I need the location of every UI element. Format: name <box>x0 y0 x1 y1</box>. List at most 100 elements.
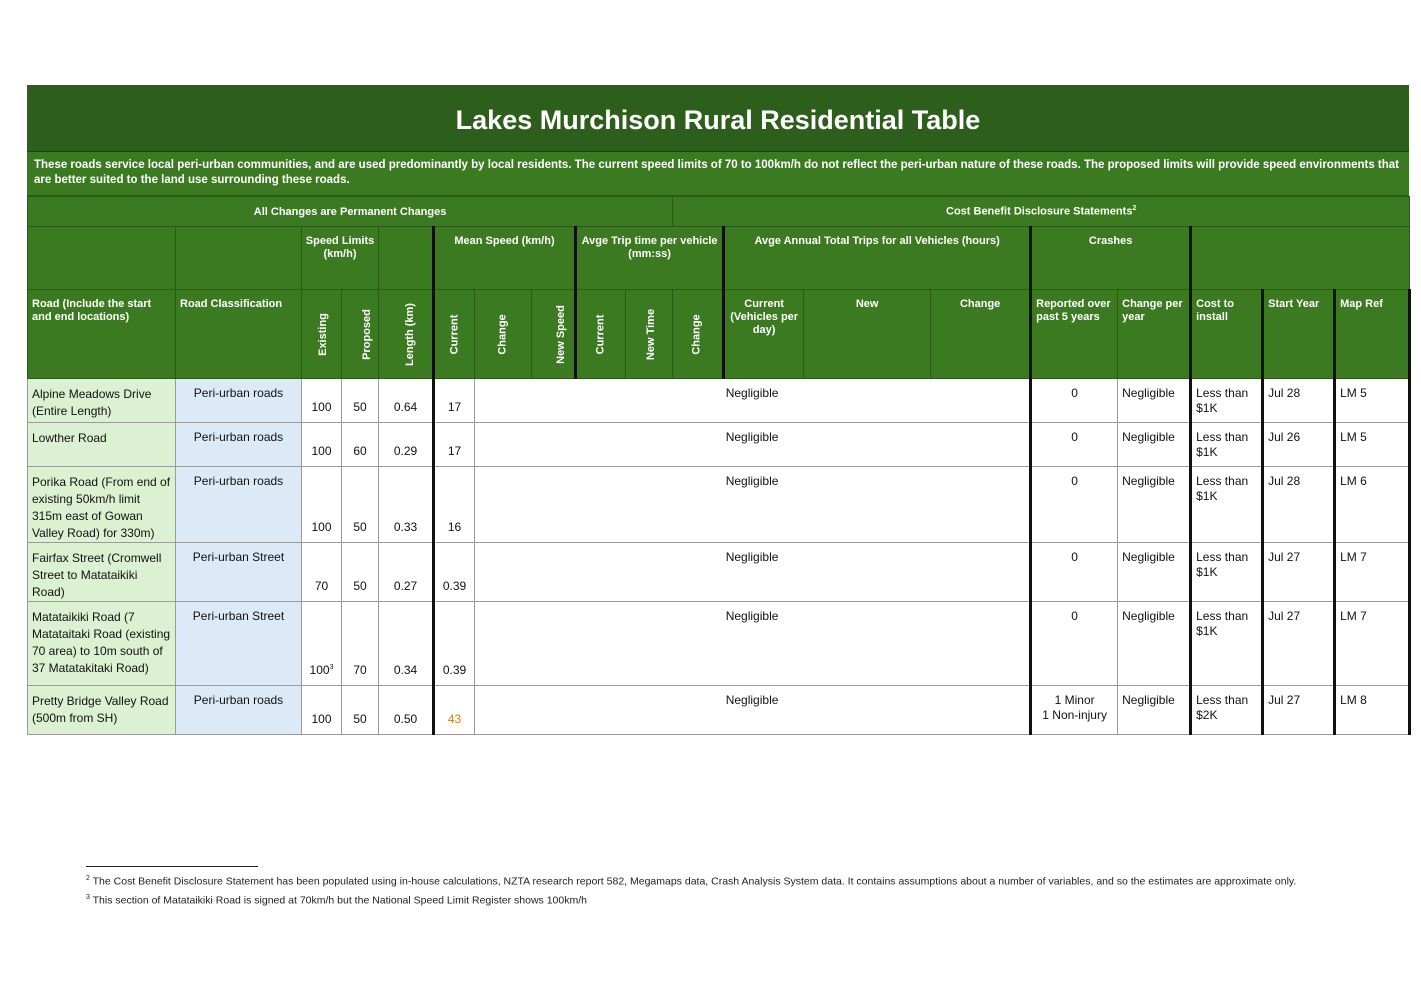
mean-speed-current-cell: 0.39 <box>432 542 475 602</box>
footnotes: 2 The Cost Benefit Disclosure Statement … <box>86 866 1326 908</box>
road-name-cell: Pretty Bridge Valley Road (500m from SH) <box>27 685 176 735</box>
col-annual-current: Current (Vehicles per day) <box>722 289 805 379</box>
col-classification: Road Classification <box>175 289 302 379</box>
cost-to-install-cell: Less than $1K <box>1189 601 1264 686</box>
col-trip-change: Change <box>672 289 725 379</box>
speed-limit-table-sheet: Lakes Murchison Rural Residential Table … <box>26 85 1412 735</box>
crashes-reported-cell: 0 <box>1029 422 1119 467</box>
cost-group-blank <box>1189 226 1411 290</box>
mean-speed-current-cell: 17 <box>432 422 475 467</box>
existing-limit-cell: 70 <box>301 542 342 602</box>
table-body: Alpine Meadows Drive (Entire Length) Peri… <box>27 378 1412 735</box>
cost-benefit-cell: Negligible <box>473 466 1032 543</box>
map-ref-cell: LM 8 <box>1333 685 1412 735</box>
road-classification-cell: Peri-urban roads <box>175 685 302 735</box>
crashes-reported-cell: 1 Minor 1 Non-injury <box>1029 685 1119 735</box>
table-row: Alpine Meadows Drive (Entire Length) Peri… <box>27 378 1412 423</box>
map-ref-cell: LM 7 <box>1333 542 1412 602</box>
mean-speed-current-cell: 16 <box>432 466 475 543</box>
crash-change-cell: Negligible <box>1117 466 1192 543</box>
crashes-reported-cell: 0 <box>1029 466 1119 543</box>
road-name-cell: Matataikiki Road (7 Matataitaki Road (ex… <box>27 601 176 686</box>
existing-limit-cell: 100 <box>301 422 342 467</box>
table-row: Fairfax Street (Cromwell Street to Matat… <box>27 542 1412 602</box>
table-row: Porika Road (From end of existing 50km/h… <box>27 466 1412 543</box>
existing-limit-cell: 100 <box>301 378 342 423</box>
existing-limit-cell: 100 <box>301 466 342 543</box>
existing-limit-cell: 1003 <box>301 601 342 686</box>
cost-to-install-cell: Less than $1K <box>1189 422 1264 467</box>
road-name-cell: Alpine Meadows Drive (Entire Length) <box>27 378 176 423</box>
col-length: Length (km) <box>378 289 434 379</box>
mean-speed-current-cell: 43 <box>432 685 475 735</box>
annual-trips-group: Avge Annual Total Trips for all Vehicles… <box>722 226 1032 290</box>
cost-to-install-cell: Less than $1K <box>1189 378 1264 423</box>
start-year-cell: Jul 27 <box>1261 601 1336 686</box>
road-name-cell: Porika Road (From end of existing 50km/h… <box>27 466 176 543</box>
start-year-cell: Jul 28 <box>1261 466 1336 543</box>
intro-text: These roads service local peri-urban com… <box>27 152 1409 196</box>
road-classification-cell: Peri-urban Street <box>175 542 302 602</box>
col-mean-current: Current <box>432 289 475 379</box>
col-annual-new: New <box>803 289 932 379</box>
cost-to-install-cell: Less than $1K <box>1189 466 1264 543</box>
cost-benefit-cell: Negligible <box>473 378 1032 423</box>
crash-change-cell: Negligible <box>1117 685 1192 735</box>
col-proposed: Proposed <box>341 289 379 379</box>
mean-speed-current-cell: 0.39 <box>432 601 475 686</box>
speed-limits-group: Speed Limits (km/h) <box>301 226 379 290</box>
start-year-cell: Jul 28 <box>1261 378 1336 423</box>
crash-change-cell: Negligible <box>1117 422 1192 467</box>
crashes-group: Crashes <box>1029 226 1192 290</box>
cost-benefit-cell: Negligible <box>473 542 1032 602</box>
crash-change-cell: Negligible <box>1117 542 1192 602</box>
col-map-ref: Map Ref <box>1333 289 1412 379</box>
length-cell: 0.29 <box>378 422 434 467</box>
cost-benefit-cell: Negligible <box>473 601 1032 686</box>
map-ref-cell: LM 6 <box>1333 466 1412 543</box>
table-row: Matataikiki Road (7 Matataitaki Road (ex… <box>27 601 1412 686</box>
start-year-cell: Jul 26 <box>1261 422 1336 467</box>
mean-speed-group: Mean Speed (km/h) <box>432 226 576 290</box>
speed-limit-table: All Changes are Permanent Changes Cost B… <box>26 196 1412 735</box>
footnote-3: 3 This section of Matataikiki Road is si… <box>86 893 587 907</box>
crashes-reported-cell: 0 <box>1029 601 1119 686</box>
length-cell: 0.33 <box>378 466 434 543</box>
crashes-reported-cell: 0 <box>1029 378 1119 423</box>
col-cost: Cost to install <box>1189 289 1264 379</box>
start-year-cell: Jul 27 <box>1261 685 1336 735</box>
permanent-changes-header: All Changes are Permanent Changes <box>26 196 674 227</box>
col-mean-new: New Speed <box>531 289 576 379</box>
cost-benefit-header: Cost Benefit Disclosure Statements2 <box>672 196 1411 227</box>
proposed-limit-cell: 60 <box>341 422 379 467</box>
col-road: Road (Include the start and end location… <box>27 289 176 379</box>
proposed-limit-cell: 50 <box>341 466 379 543</box>
footnote-rule <box>86 866 258 867</box>
col-crash-change: Change per year <box>1117 289 1192 379</box>
road-classification-cell: Peri-urban Street <box>175 601 302 686</box>
road-classification-cell: Peri-urban roads <box>175 422 302 467</box>
proposed-limit-cell: 50 <box>341 685 379 735</box>
col-trip-current: Current <box>574 289 626 379</box>
col-start-year: Start Year <box>1261 289 1336 379</box>
existing-limit-cell: 100 <box>301 685 342 735</box>
table-title: Lakes Murchison Rural Residential Table <box>27 85 1409 152</box>
col-existing: Existing <box>301 289 342 379</box>
map-ref-cell: LM 7 <box>1333 601 1412 686</box>
length-cell: 0.27 <box>378 542 434 602</box>
crashes-reported-cell: 0 <box>1029 542 1119 602</box>
col-annual-change: Change <box>930 289 1032 379</box>
cost-to-install-cell: Less than $1K <box>1189 542 1264 602</box>
crash-change-cell: Negligible <box>1117 601 1192 686</box>
road-name-cell: Fairfax Street (Cromwell Street to Matat… <box>27 542 176 602</box>
table-row: Pretty Bridge Valley Road (500m from SH)… <box>27 685 1412 735</box>
class-group-blank <box>175 226 302 290</box>
proposed-limit-cell: 70 <box>341 601 379 686</box>
map-ref-cell: LM 5 <box>1333 422 1412 467</box>
col-crashes-reported: Reported over past 5 years <box>1029 289 1119 379</box>
proposed-limit-cell: 50 <box>341 542 379 602</box>
table-row: Lowther Road Peri-urban roads 100 60 0.29 17 N… <box>27 422 1412 467</box>
map-ref-cell: LM 5 <box>1333 378 1412 423</box>
col-mean-change: Change <box>474 289 532 379</box>
road-classification-cell: Peri-urban roads <box>175 378 302 423</box>
